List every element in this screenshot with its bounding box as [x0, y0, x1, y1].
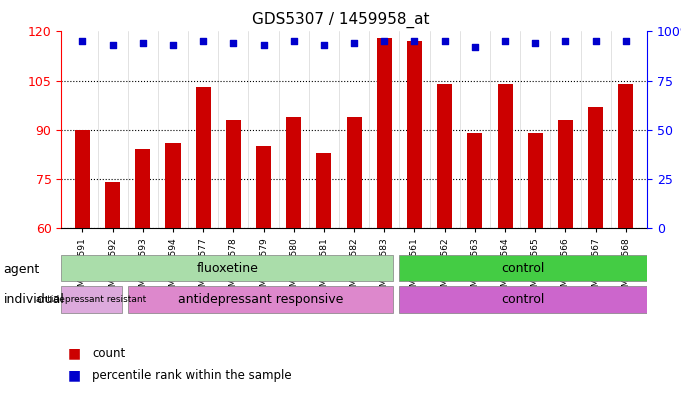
Point [469, 44, 480, 50]
Bar [286, 117, 301, 228]
Point [620, 38, 631, 44]
Point [530, 40, 541, 46]
Point [288, 38, 299, 44]
Bar [377, 38, 392, 228]
Bar [347, 117, 362, 228]
Bar [407, 41, 422, 228]
Text: GDS5307 / 1459958_at: GDS5307 / 1459958_at [252, 12, 429, 28]
Point [168, 42, 178, 48]
Text: ■: ■ [68, 368, 81, 382]
Bar [75, 130, 90, 228]
FancyBboxPatch shape [128, 286, 394, 313]
Text: fluoxetine: fluoxetine [196, 262, 258, 275]
Point [379, 38, 390, 44]
Bar [165, 143, 180, 228]
FancyBboxPatch shape [399, 255, 647, 281]
Point [228, 40, 239, 46]
Point [258, 42, 269, 48]
Bar [498, 84, 513, 228]
Point [349, 40, 360, 46]
Point [77, 38, 88, 44]
Bar [195, 87, 210, 228]
Point [138, 40, 148, 46]
Point [560, 38, 571, 44]
Text: control: control [501, 262, 545, 275]
Point [197, 38, 208, 44]
Text: percentile rank within the sample: percentile rank within the sample [92, 369, 291, 382]
FancyBboxPatch shape [61, 255, 394, 281]
Text: control: control [501, 293, 545, 306]
Point [107, 42, 118, 48]
Text: agent: agent [3, 263, 39, 276]
Bar [528, 133, 543, 228]
Text: ■: ■ [68, 347, 81, 361]
Text: individual: individual [3, 293, 64, 307]
FancyBboxPatch shape [61, 286, 122, 313]
Point [500, 38, 511, 44]
Bar [226, 120, 241, 228]
Text: antidepressant responsive: antidepressant responsive [178, 293, 343, 306]
Bar [618, 84, 633, 228]
Bar [558, 120, 573, 228]
Point [590, 38, 601, 44]
Bar [467, 133, 482, 228]
Bar [136, 149, 151, 228]
Point [319, 42, 330, 48]
Point [409, 38, 420, 44]
Bar [437, 84, 452, 228]
Bar [588, 107, 603, 228]
Bar [256, 146, 271, 228]
FancyBboxPatch shape [399, 286, 647, 313]
Text: count: count [92, 347, 125, 360]
Text: antidepressant resistant: antidepressant resistant [36, 295, 146, 304]
Point [439, 38, 450, 44]
Bar [105, 182, 120, 228]
Bar [317, 152, 332, 228]
